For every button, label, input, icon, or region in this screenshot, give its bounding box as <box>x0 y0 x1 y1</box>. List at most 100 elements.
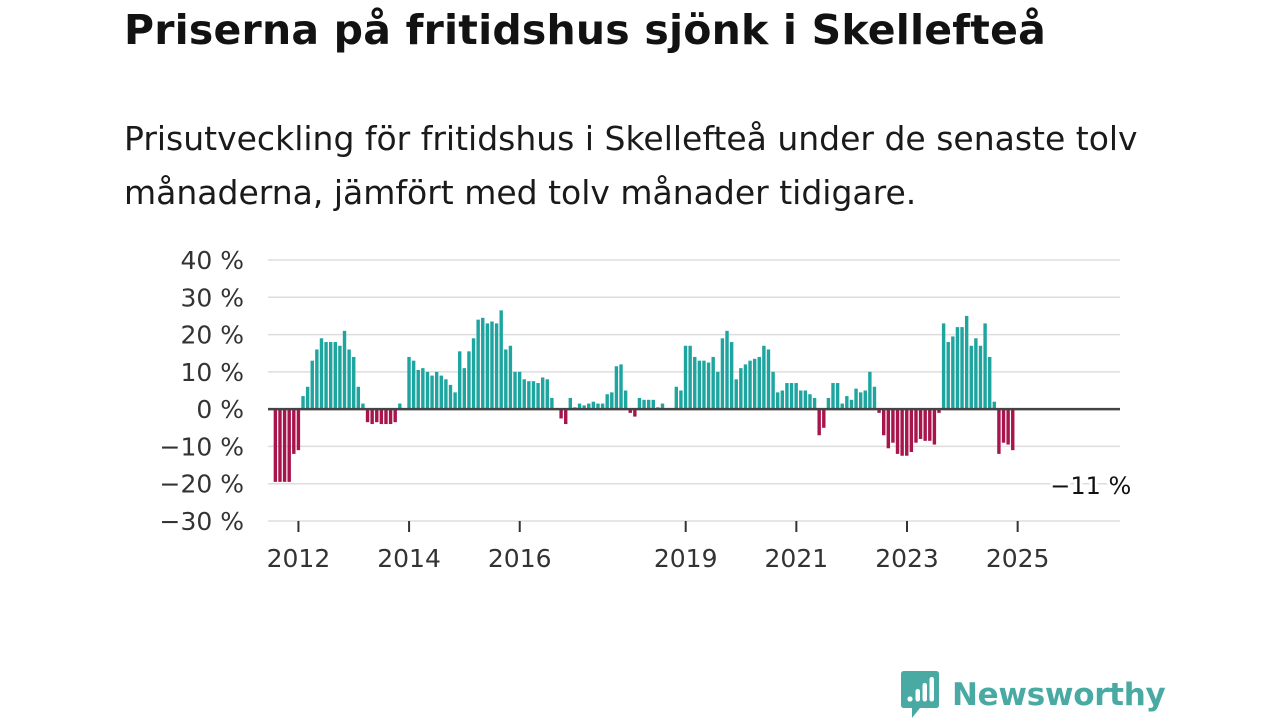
bar <box>287 409 291 482</box>
bar <box>587 403 591 410</box>
bar <box>840 403 844 410</box>
x-tick-label: 2023 <box>875 544 939 573</box>
bar <box>430 375 434 410</box>
y-tick-label: 30 % <box>180 283 244 312</box>
bar <box>877 409 881 413</box>
bar <box>854 388 858 410</box>
bar <box>799 390 803 410</box>
bar <box>734 379 738 410</box>
bar <box>577 403 582 410</box>
bar <box>757 356 761 410</box>
bar <box>476 319 480 410</box>
bar <box>872 386 877 410</box>
bar <box>628 409 632 413</box>
bar <box>951 336 955 410</box>
bar <box>310 360 314 410</box>
bar <box>425 371 430 410</box>
bar <box>550 397 554 410</box>
bar <box>398 403 402 410</box>
bar <box>762 345 766 410</box>
bar <box>365 409 370 423</box>
bar <box>822 409 826 428</box>
y-tick-label: −30 % <box>160 507 244 536</box>
bar <box>467 351 471 410</box>
bar <box>508 345 513 410</box>
bar <box>434 371 439 410</box>
bar <box>923 409 927 441</box>
bar <box>448 384 453 410</box>
bar <box>619 364 623 410</box>
y-tick-label: −20 % <box>160 470 244 499</box>
bar <box>743 364 748 410</box>
bar <box>614 366 619 410</box>
bar <box>720 338 725 410</box>
bar <box>388 409 393 425</box>
bar <box>453 392 457 410</box>
chart-title: Priserna på fritidshus sjönk i Skellefte… <box>124 6 1046 54</box>
bar <box>974 338 978 410</box>
y-tick-label: 40 % <box>180 246 244 275</box>
bar <box>835 383 840 410</box>
bar <box>642 399 646 410</box>
bar <box>416 369 420 410</box>
bar <box>356 386 361 410</box>
bar <box>361 403 365 410</box>
bar <box>278 409 282 482</box>
newsworthy-logo[interactable]: Newsworthy <box>900 668 1166 722</box>
bar <box>716 371 720 410</box>
bar <box>868 371 872 410</box>
bar <box>803 390 808 410</box>
bar <box>494 323 499 410</box>
bar <box>301 396 305 410</box>
bar <box>637 397 642 410</box>
bar <box>826 397 831 410</box>
bar <box>384 409 388 425</box>
bar <box>997 409 1001 454</box>
bar <box>900 409 904 456</box>
bar <box>513 371 517 410</box>
bar <box>789 383 794 410</box>
bar <box>591 401 596 410</box>
bar <box>610 392 614 410</box>
bar <box>568 397 573 410</box>
bar <box>651 399 655 410</box>
bar <box>444 379 448 410</box>
bar <box>421 368 425 410</box>
bar <box>633 409 637 417</box>
x-tick-label: 2014 <box>377 544 441 573</box>
bar <box>688 345 692 410</box>
bar <box>739 368 743 410</box>
bar <box>490 321 494 410</box>
bar <box>725 330 729 410</box>
bar <box>407 356 411 410</box>
bar <box>292 409 296 454</box>
bar <box>522 379 526 410</box>
y-tick-label: 0 % <box>196 395 244 424</box>
bar <box>808 394 812 410</box>
bar <box>596 403 600 410</box>
bar <box>752 358 757 410</box>
bar <box>504 349 508 410</box>
bar <box>987 356 992 410</box>
bar <box>393 409 397 423</box>
bar <box>918 409 923 439</box>
bar <box>693 356 697 410</box>
bar <box>955 327 960 410</box>
x-tick-label: 2019 <box>654 544 718 573</box>
bar <box>780 390 785 410</box>
bar <box>564 409 568 425</box>
bar <box>660 403 665 410</box>
chart-subtitle: Prisutveckling för fritidshus i Skelleft… <box>124 119 1138 212</box>
bar <box>932 409 937 445</box>
bar <box>462 368 467 410</box>
bar <box>342 330 347 410</box>
bar <box>964 315 969 410</box>
bar <box>776 392 780 410</box>
bar <box>370 409 374 425</box>
bar <box>969 345 973 410</box>
bar <box>992 401 997 410</box>
bar <box>540 377 545 410</box>
bar <box>458 351 462 410</box>
y-tick-label: −10 % <box>160 432 244 461</box>
bar <box>623 390 628 410</box>
